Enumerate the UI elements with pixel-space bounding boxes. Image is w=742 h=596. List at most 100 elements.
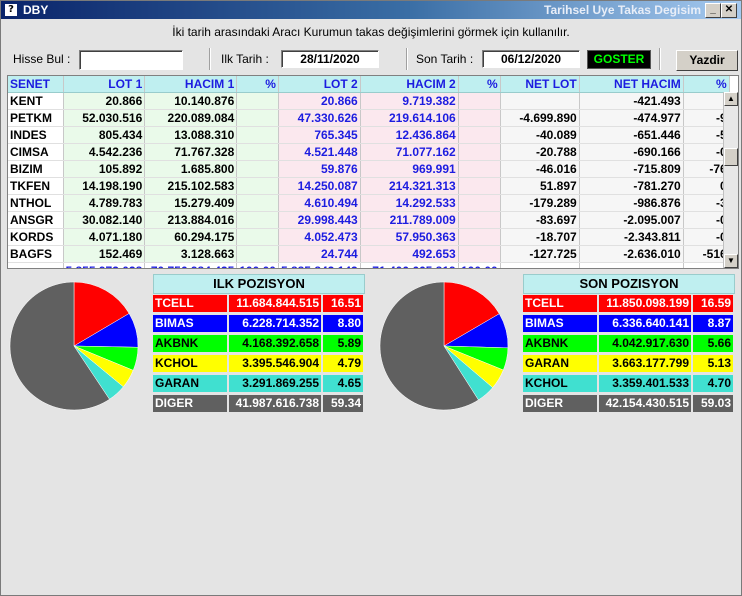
total-cell: 5.885.842.143 [278, 262, 361, 268]
table-cell: 9.719.382 [360, 92, 459, 110]
position-value: 6.336.640.141 [599, 315, 691, 332]
column-header[interactable]: SENET [8, 76, 64, 93]
takas-grid[interactable]: SENET LOT 1 HACIM 1% LOT 2 HACIM 2% NET LOT NE… [7, 75, 739, 269]
table-cell: -2.636.010 [579, 245, 684, 263]
hisse-search-input[interactable] [79, 50, 183, 70]
table-row[interactable]: ANSGR 30.082.140 213.884.016 29.998.443 211.… [8, 211, 730, 229]
table-cell: BAGFS [8, 245, 64, 263]
table-cell: -2.095.007 [579, 211, 684, 229]
position-percent: 16.59 [693, 295, 733, 312]
position-symbol: DIGER [153, 395, 227, 412]
table-cell: 765.345 [278, 126, 361, 144]
table-cell [458, 92, 501, 110]
close-button[interactable]: ✕ [721, 3, 737, 18]
table-cell: 71.767.328 [144, 143, 238, 161]
table-cell: -2.343.811 [579, 228, 684, 246]
table-cell: 805.434 [63, 126, 146, 144]
table-cell: -20.788 [500, 143, 580, 161]
pie-slice-diger [9, 281, 110, 411]
table-cell [236, 109, 279, 127]
table-cell: 47.330.626 [278, 109, 361, 127]
son-tarih-field[interactable]: 06/12/2020 [482, 50, 580, 68]
ilk-tarih-field[interactable]: 28/11/2020 [281, 50, 379, 68]
table-cell [458, 228, 501, 246]
table-cell [236, 126, 279, 144]
column-header[interactable]: NET HACIM [579, 76, 684, 93]
position-value: 3.663.177.799 [599, 355, 691, 372]
pie-slice-diger [379, 281, 479, 411]
scroll-up-icon[interactable]: ▲ [724, 92, 738, 106]
separator [209, 48, 211, 70]
position-symbol: AKBNK [523, 335, 597, 352]
goster-button[interactable]: GOSTER [587, 50, 651, 69]
position-percent: 4.79 [323, 355, 363, 372]
table-row[interactable]: BIZIM 105.892 1.685.800 59.876 969.991 -46.01… [8, 160, 730, 178]
table-cell: -651.446 [579, 126, 684, 144]
column-header[interactable]: NET LOT [500, 76, 580, 93]
position-symbol: GARAN [523, 355, 597, 372]
son-pozisyon-pie-chart [379, 281, 509, 411]
position-symbol: KCHOL [153, 355, 227, 372]
table-cell: 969.991 [360, 160, 459, 178]
column-header[interactable]: % [458, 76, 501, 93]
position-symbol: TCELL [523, 295, 597, 312]
table-row[interactable]: KENT 20.866 10.140.876 20.866 9.719.382 -421.… [8, 92, 730, 110]
grid-scrollbar[interactable]: ▲ ▼ [723, 92, 738, 268]
table-cell [458, 143, 501, 161]
table-cell: -715.809 [579, 160, 684, 178]
position-value: 42.154.430.515 [599, 395, 691, 412]
table-cell: -5 [683, 126, 730, 144]
scroll-thumb[interactable] [724, 148, 738, 166]
column-header[interactable]: % [236, 76, 279, 93]
table-row[interactable]: NTHOL 4.789.783 15.279.409 4.610.494 14.292.… [8, 194, 730, 212]
table-cell: 15.279.409 [144, 194, 238, 212]
table-row[interactable]: INDES 805.434 13.088.310 765.345 12.436.864 -… [8, 126, 730, 144]
totals-row: 5.855.973.02870.756.984.425100,005.885.8… [8, 262, 730, 268]
table-cell: 14.198.190 [63, 177, 146, 195]
table-row[interactable]: BAGFS 152.469 3.128.663 24.744 492.653 -127.7… [8, 245, 730, 263]
table-cell: 1.685.800 [144, 160, 238, 178]
table-cell: -40.089 [500, 126, 580, 144]
position-row: BIMAS 6.228.714.352 8.80 [153, 315, 363, 332]
yazdir-button[interactable]: Yazdir [676, 50, 738, 71]
position-symbol: BIMAS [153, 315, 227, 332]
table-cell: -76 [683, 160, 730, 178]
total-cell: 100,00 [236, 262, 279, 268]
table-cell: -421.493 [579, 92, 684, 110]
table-cell: 4.521.448 [278, 143, 361, 161]
table-cell: 24.744 [278, 245, 361, 263]
position-value: 6.228.714.352 [229, 315, 321, 332]
table-cell: -18.707 [500, 228, 580, 246]
app-icon[interactable]: ? [5, 4, 17, 16]
table-cell: 12.436.864 [360, 126, 459, 144]
table-cell: 219.614.106 [360, 109, 459, 127]
table-row[interactable]: TKFEN 14.198.190 215.102.583 14.250.087 214.… [8, 177, 730, 195]
table-row[interactable]: KORDS 4.071.180 60.294.175 4.052.473 57.950.… [8, 228, 730, 246]
table-row[interactable]: PETKM 52.030.516 220.089.084 47.330.626 219.… [8, 109, 730, 127]
position-value: 3.359.401.533 [599, 375, 691, 392]
table-row[interactable]: CIMSA 4.542.236 71.767.328 4.521.448 71.077.… [8, 143, 730, 161]
minimize-button[interactable]: _ [705, 3, 721, 18]
scroll-down-icon[interactable]: ▼ [724, 254, 738, 268]
table-cell: 51.897 [500, 177, 580, 195]
table-cell [236, 211, 279, 229]
table-cell [458, 211, 501, 229]
column-header[interactable]: HACIM 1 [144, 76, 238, 93]
table-cell: 60.294.175 [144, 228, 238, 246]
son-pozisyon-title: SON POZISYON [523, 274, 735, 294]
table-cell: 30.082.140 [63, 211, 146, 229]
position-row: BIMAS 6.336.640.141 8.87 [523, 315, 733, 332]
column-header[interactable]: HACIM 2 [360, 76, 459, 93]
table-cell: 52.030.516 [63, 109, 146, 127]
total-cell [500, 262, 580, 268]
table-cell: -3 [683, 194, 730, 212]
position-symbol: BIMAS [523, 315, 597, 332]
column-header[interactable]: % [683, 76, 730, 93]
position-percent: 8.87 [693, 315, 733, 332]
column-header[interactable]: LOT 2 [278, 76, 361, 93]
hint-text: İki tarih arasındaki Aracı Kurumun takas… [172, 25, 570, 39]
position-value: 3.395.546.904 [229, 355, 321, 372]
position-row: TCELL 11.850.098.199 16.59 [523, 295, 733, 312]
column-header[interactable]: LOT 1 [63, 76, 146, 93]
